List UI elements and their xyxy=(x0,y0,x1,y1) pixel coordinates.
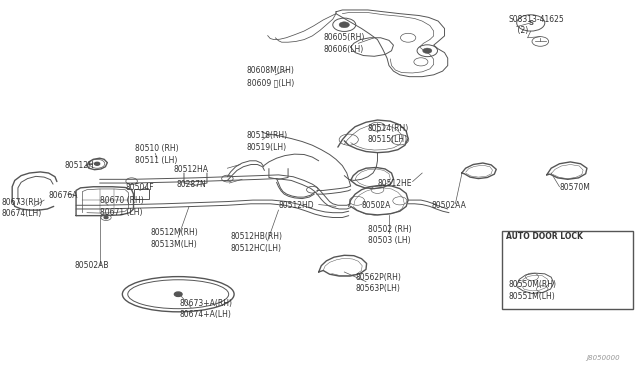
Circle shape xyxy=(104,217,108,219)
Text: 80518(RH)
80519(LH): 80518(RH) 80519(LH) xyxy=(246,131,288,152)
Text: J8050000: J8050000 xyxy=(586,355,620,361)
Text: 80502A: 80502A xyxy=(362,201,391,210)
Text: 80570M: 80570M xyxy=(559,183,590,192)
Text: 80673(RH)
80674(LH): 80673(RH) 80674(LH) xyxy=(2,198,44,218)
Text: 80514(RH)
80515(LH): 80514(RH) 80515(LH) xyxy=(368,124,409,144)
Text: 80512H: 80512H xyxy=(65,161,94,170)
Circle shape xyxy=(422,48,432,54)
Text: S08313-41625
    (2): S08313-41625 (2) xyxy=(508,15,564,35)
Text: 80562P(RH)
80563P(LH): 80562P(RH) 80563P(LH) xyxy=(355,273,401,294)
Text: 80673+A(RH)
80674+A(LH): 80673+A(RH) 80674+A(LH) xyxy=(179,299,232,319)
Text: 80502AA: 80502AA xyxy=(432,201,467,210)
Bar xyxy=(502,231,633,309)
Text: 80605(RH)
80606(LH): 80605(RH) 80606(LH) xyxy=(323,33,365,54)
Text: 80608M(RH)
80609 　(LH): 80608M(RH) 80609 (LH) xyxy=(246,67,294,87)
Text: 80512HA: 80512HA xyxy=(173,165,208,174)
Text: 80287N: 80287N xyxy=(176,180,206,189)
Text: AUTO DOOR LOCK: AUTO DOOR LOCK xyxy=(506,231,583,241)
Text: S: S xyxy=(528,20,533,26)
Circle shape xyxy=(339,22,349,28)
Circle shape xyxy=(174,292,182,296)
Text: 80502 (RH)
80503 (LH): 80502 (RH) 80503 (LH) xyxy=(368,225,412,245)
Text: 80512HB(RH)
80512HC(LH): 80512HB(RH) 80512HC(LH) xyxy=(230,232,283,253)
Text: 80670 (RH)
80671 (LH): 80670 (RH) 80671 (LH) xyxy=(100,196,143,217)
Text: 80512HD: 80512HD xyxy=(278,201,314,210)
Text: 80510 (RH)
80511 (LH): 80510 (RH) 80511 (LH) xyxy=(135,144,179,165)
Text: 80512M(RH)
80513M(LH): 80512M(RH) 80513M(LH) xyxy=(151,228,198,249)
Text: 80512HE: 80512HE xyxy=(378,179,412,187)
Text: 80676A: 80676A xyxy=(49,191,78,200)
Circle shape xyxy=(95,162,100,165)
Text: 80550M(RH)
80551M(LH): 80550M(RH) 80551M(LH) xyxy=(508,280,556,301)
Text: 80504F: 80504F xyxy=(125,183,154,192)
Text: 80502AB: 80502AB xyxy=(74,261,109,270)
